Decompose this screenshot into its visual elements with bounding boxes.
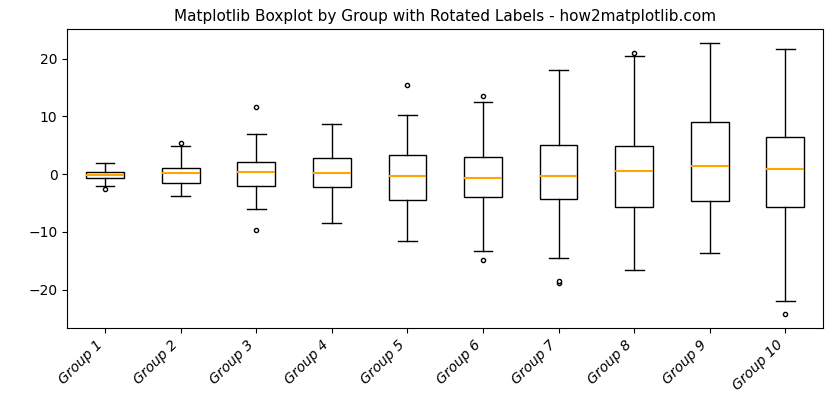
Title: Matplotlib Boxplot by Group with Rotated Labels - how2matplotlib.com: Matplotlib Boxplot by Group with Rotated…: [174, 9, 717, 24]
PathPatch shape: [539, 145, 577, 199]
PathPatch shape: [87, 172, 124, 178]
PathPatch shape: [690, 123, 729, 201]
PathPatch shape: [312, 158, 351, 187]
PathPatch shape: [161, 168, 200, 184]
PathPatch shape: [465, 157, 502, 197]
PathPatch shape: [766, 137, 805, 207]
PathPatch shape: [388, 155, 426, 200]
PathPatch shape: [238, 162, 276, 186]
PathPatch shape: [615, 146, 654, 207]
